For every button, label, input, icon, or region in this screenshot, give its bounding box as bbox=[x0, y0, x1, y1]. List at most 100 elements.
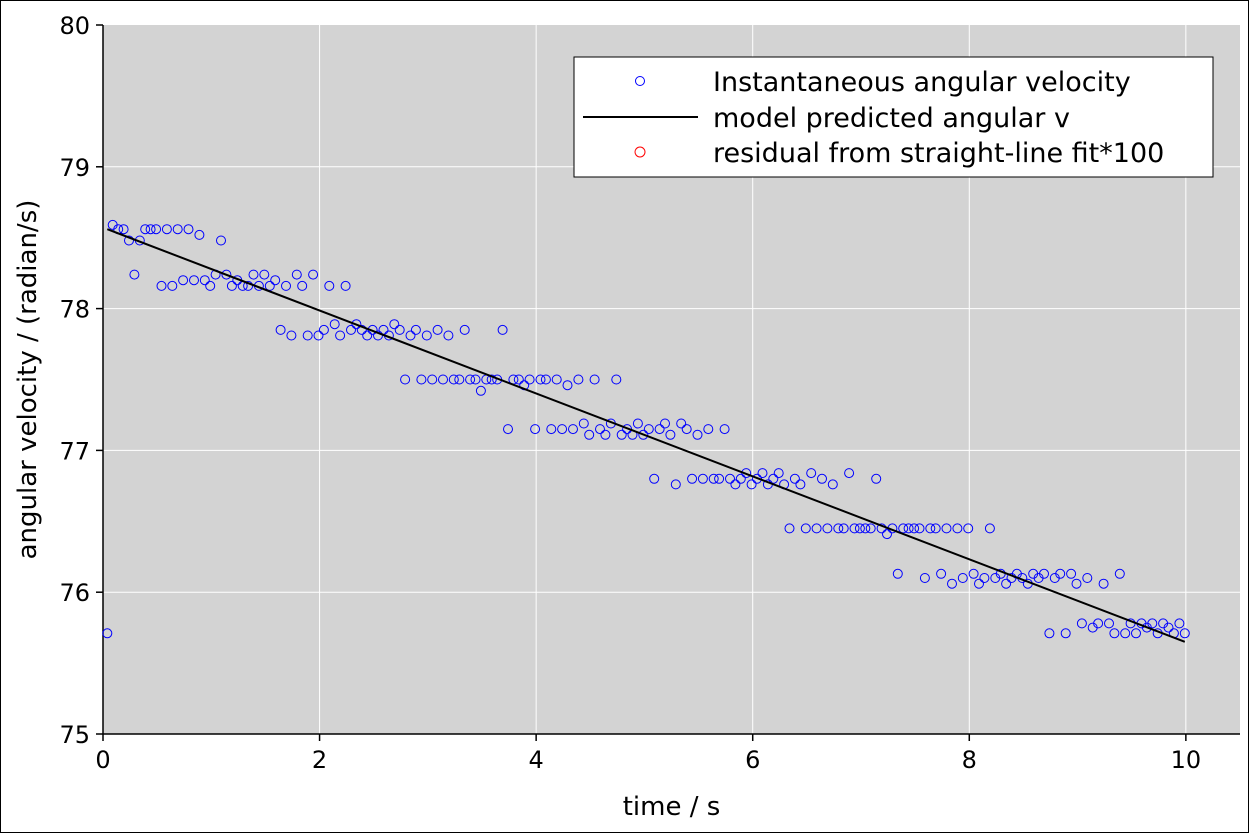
data-point bbox=[936, 568, 947, 579]
data-point bbox=[194, 229, 205, 240]
data-point bbox=[221, 269, 232, 280]
data-point bbox=[681, 424, 692, 435]
legend-marker-residual bbox=[634, 146, 646, 158]
data-point bbox=[568, 424, 578, 435]
data-point bbox=[118, 224, 129, 235]
x-axis-label: time / s bbox=[623, 792, 721, 822]
data-point bbox=[275, 324, 286, 335]
data-point bbox=[882, 529, 892, 540]
data-point bbox=[448, 374, 459, 385]
data-point bbox=[340, 280, 351, 291]
data-point bbox=[286, 330, 297, 341]
data-point bbox=[443, 330, 454, 341]
data-point bbox=[351, 319, 362, 330]
data-point bbox=[1082, 573, 1093, 583]
data-point bbox=[827, 479, 838, 490]
data-point bbox=[611, 374, 622, 385]
y-tick-label: 76 bbox=[59, 579, 90, 607]
data-point bbox=[416, 374, 427, 385]
legend-marker-instantaneous bbox=[635, 76, 645, 86]
data-point bbox=[1163, 622, 1174, 633]
data-point bbox=[346, 324, 356, 335]
series-layer bbox=[102, 219, 1190, 643]
data-point bbox=[1076, 618, 1087, 629]
data-point bbox=[654, 424, 665, 435]
data-point bbox=[470, 374, 481, 385]
data-point bbox=[692, 429, 703, 440]
data-point bbox=[757, 468, 768, 479]
data-point bbox=[773, 468, 784, 479]
data-point bbox=[389, 319, 400, 330]
data-point bbox=[432, 324, 443, 335]
data-point bbox=[362, 330, 373, 341]
data-point bbox=[551, 374, 562, 385]
data-point bbox=[1098, 578, 1109, 589]
data-point bbox=[800, 523, 811, 534]
data-point bbox=[860, 523, 871, 534]
data-point bbox=[546, 424, 557, 435]
data-point bbox=[670, 479, 681, 490]
data-point bbox=[844, 468, 855, 479]
data-point bbox=[427, 374, 438, 385]
data-point bbox=[817, 473, 827, 484]
model-line bbox=[106, 228, 1186, 643]
data-point bbox=[540, 374, 551, 385]
data-point bbox=[535, 374, 546, 385]
data-point bbox=[865, 523, 876, 534]
data-point bbox=[947, 578, 957, 589]
data-point bbox=[703, 424, 714, 435]
data-point bbox=[151, 224, 162, 235]
x-tick-label: 8 bbox=[962, 746, 977, 774]
data-point bbox=[979, 573, 990, 583]
data-point bbox=[313, 330, 324, 341]
data-point bbox=[833, 523, 844, 534]
data-point bbox=[789, 473, 800, 484]
data-point bbox=[1120, 628, 1131, 639]
data-point bbox=[806, 468, 817, 479]
data-point bbox=[145, 224, 156, 235]
data-point bbox=[189, 275, 199, 286]
data-point bbox=[914, 523, 925, 534]
data-point bbox=[459, 324, 470, 335]
data-point bbox=[291, 269, 302, 280]
data-point bbox=[140, 224, 151, 235]
data-point bbox=[513, 374, 524, 385]
data-point bbox=[1044, 628, 1055, 639]
data-point bbox=[503, 424, 513, 435]
data-point bbox=[952, 523, 963, 534]
data-point bbox=[649, 473, 660, 484]
data-point bbox=[930, 523, 941, 534]
legend: Instantaneous angular velocity model pre… bbox=[573, 56, 1214, 178]
data-point bbox=[963, 523, 974, 534]
data-point bbox=[957, 573, 968, 583]
data-point bbox=[308, 269, 319, 280]
data-point bbox=[530, 424, 541, 435]
data-point bbox=[984, 523, 995, 534]
data-point bbox=[129, 269, 140, 280]
data-point bbox=[795, 479, 806, 490]
data-point bbox=[676, 418, 687, 429]
data-point bbox=[335, 330, 346, 341]
data-point bbox=[1071, 578, 1082, 589]
data-point bbox=[909, 523, 920, 534]
data-point bbox=[632, 418, 643, 429]
data-point bbox=[968, 568, 979, 579]
data-point bbox=[124, 235, 134, 246]
data-point bbox=[974, 578, 984, 589]
data-point bbox=[708, 473, 719, 484]
legend-label-model: model predicted angular v bbox=[713, 103, 1070, 134]
data-point bbox=[205, 280, 216, 291]
data-point bbox=[892, 568, 903, 579]
data-point bbox=[616, 429, 627, 440]
data-point bbox=[454, 374, 465, 385]
data-point bbox=[714, 473, 725, 484]
data-point bbox=[183, 224, 194, 235]
data-point bbox=[356, 324, 367, 335]
data-point bbox=[281, 280, 291, 291]
data-point bbox=[438, 374, 448, 385]
data-point bbox=[557, 424, 568, 435]
data-point bbox=[497, 324, 508, 335]
data-point bbox=[941, 523, 952, 534]
x-tick-labels: 0 2 4 6 8 10 bbox=[95, 746, 1201, 774]
data-point bbox=[1039, 568, 1049, 579]
